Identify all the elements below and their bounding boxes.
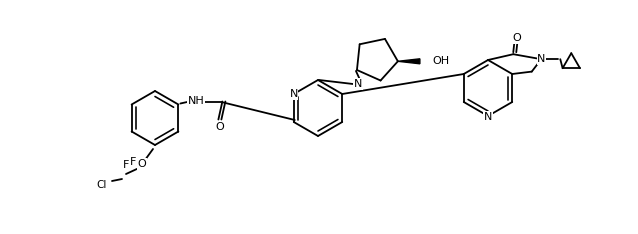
Text: O: O: [138, 159, 146, 169]
Text: N: N: [484, 112, 492, 122]
Text: N: N: [354, 79, 362, 89]
Polygon shape: [398, 59, 420, 64]
Text: NH: NH: [188, 96, 205, 106]
Text: N: N: [537, 54, 545, 64]
Text: F: F: [130, 157, 136, 167]
Text: N: N: [290, 89, 298, 99]
Text: O: O: [215, 123, 224, 132]
Text: O: O: [512, 33, 521, 43]
Text: Cl: Cl: [97, 180, 107, 190]
Text: F: F: [122, 160, 129, 170]
Text: OH: OH: [432, 56, 449, 66]
